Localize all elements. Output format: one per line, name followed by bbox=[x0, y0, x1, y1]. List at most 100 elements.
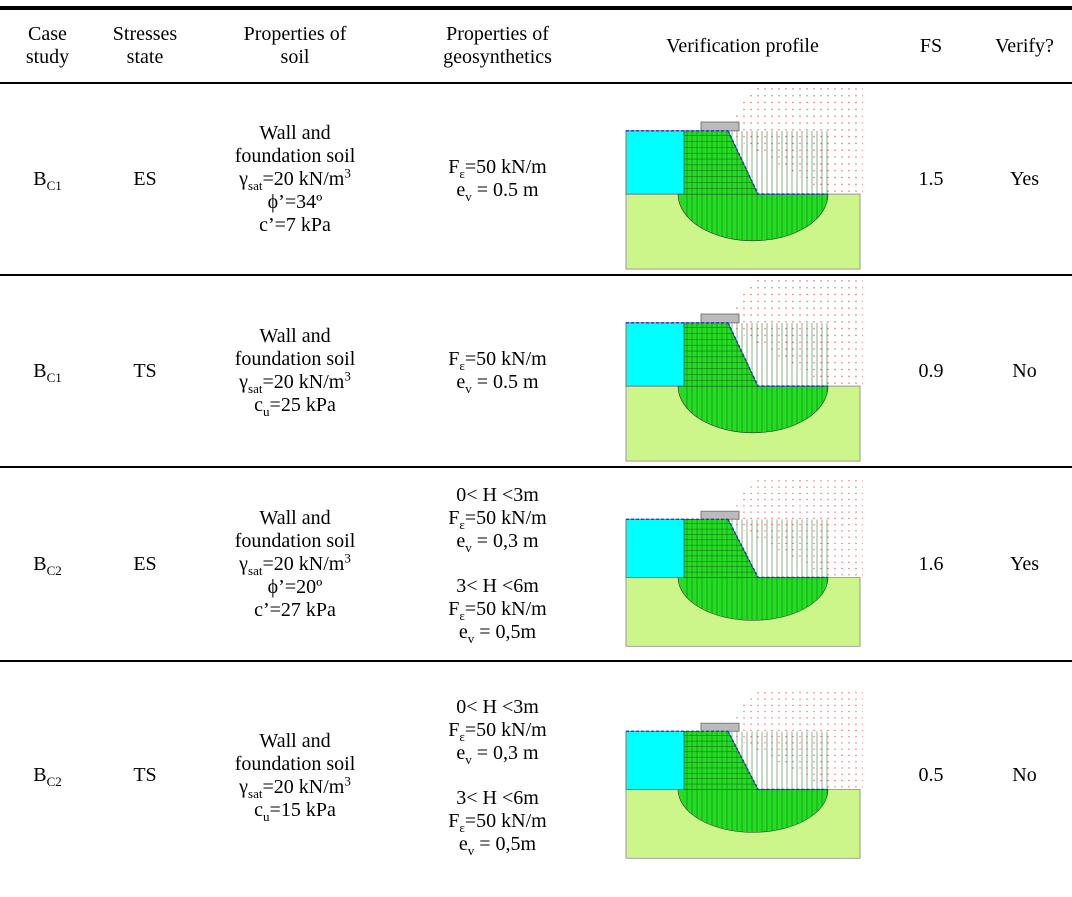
verify-cell: Yes bbox=[977, 83, 1072, 275]
fs-cell: 0.5 bbox=[885, 661, 977, 889]
geosynthetic-property: ev = 0.5 m bbox=[395, 371, 600, 394]
text: Wall and bbox=[259, 122, 330, 144]
text: e bbox=[456, 530, 465, 552]
subscript: sat bbox=[248, 178, 262, 193]
soil-property: cu=25 kPa bbox=[195, 394, 395, 417]
geosynthetic-property: ev = 0.5 m bbox=[395, 179, 600, 202]
text: e bbox=[456, 179, 465, 201]
text: = 0.5 m bbox=[472, 371, 539, 393]
soil-cell: Wall andfoundation soilγsat=20 kN/m3ϕ’=2… bbox=[195, 467, 395, 661]
geosynthetic-property: Fε=50 kN/m bbox=[395, 719, 600, 742]
soil-property: Wall and bbox=[195, 507, 395, 530]
text: = 0,3 m bbox=[472, 530, 539, 552]
header-cell: FS bbox=[885, 8, 977, 83]
stress-state: TS bbox=[133, 360, 156, 382]
verify-cell: No bbox=[977, 275, 1072, 467]
soil-property: ϕ’=20º bbox=[195, 576, 395, 599]
profile-cell bbox=[600, 83, 885, 275]
text: F bbox=[448, 598, 459, 620]
soil-cell: Wall andfoundation soilγsat=20 kN/m3cu=1… bbox=[195, 661, 395, 889]
header-text: geosynthetics bbox=[395, 46, 600, 69]
verification-profile bbox=[623, 691, 863, 861]
geosynthetic-property: 3< H <6m bbox=[395, 787, 600, 810]
header-cell: Properties ofsoil bbox=[195, 8, 395, 83]
stress-state: ES bbox=[133, 553, 156, 575]
subscript: C2 bbox=[47, 563, 62, 578]
text: =20 kN/m bbox=[262, 168, 344, 190]
geosynthetic-property: Fε=50 kN/m bbox=[395, 598, 600, 621]
subscript: C2 bbox=[47, 774, 62, 789]
superscript: 3 bbox=[344, 773, 351, 788]
text: γ bbox=[239, 168, 248, 190]
text: =20 kN/m bbox=[262, 371, 344, 393]
geosynthetic-property: ev = 0,5m bbox=[395, 621, 600, 644]
case-study: BC2 bbox=[0, 764, 95, 787]
stress-state: TS bbox=[133, 764, 156, 786]
text: c’=27 kPa bbox=[254, 599, 336, 621]
text: 0< H <3m bbox=[456, 696, 539, 718]
stress-state-cell: ES bbox=[95, 83, 195, 275]
text: e bbox=[459, 621, 468, 643]
geosynthetic-cell: Fε=50 kN/mev = 0.5 m bbox=[395, 275, 600, 467]
geosynthetic-property: Fε=50 kN/m bbox=[395, 810, 600, 833]
verify: Yes bbox=[1010, 553, 1039, 575]
text: c’=7 kPa bbox=[259, 214, 331, 236]
text: =50 kN/m bbox=[465, 598, 547, 620]
verify-cell: No bbox=[977, 661, 1072, 889]
stress-state-cell: ES bbox=[95, 467, 195, 661]
text: = 0,5m bbox=[474, 833, 536, 855]
text: γ bbox=[239, 776, 248, 798]
backfill bbox=[626, 130, 684, 193]
fs-cell: 0.9 bbox=[885, 275, 977, 467]
case-study: BC1 bbox=[0, 360, 95, 383]
backfill bbox=[626, 519, 684, 577]
geosynthetic-property: 0< H <3m bbox=[395, 696, 600, 719]
factor-of-safety: 0.9 bbox=[919, 360, 944, 382]
text: =50 kN/m bbox=[465, 156, 547, 178]
header-cell: Verification profile bbox=[600, 8, 885, 83]
header-text: soil bbox=[195, 46, 395, 69]
soil-property: c’=27 kPa bbox=[195, 599, 395, 622]
soil-property: foundation soil bbox=[195, 145, 395, 168]
header-text: Properties of bbox=[395, 23, 600, 46]
verify: Yes bbox=[1010, 168, 1039, 190]
soil-property: Wall and bbox=[195, 325, 395, 348]
soil-property: foundation soil bbox=[195, 530, 395, 553]
text: F bbox=[448, 348, 459, 370]
text: c bbox=[254, 394, 263, 416]
header-text: Stresses bbox=[95, 23, 195, 46]
verification-profile bbox=[623, 479, 863, 649]
text: e bbox=[459, 833, 468, 855]
surcharge bbox=[701, 511, 739, 519]
backfill bbox=[626, 731, 684, 789]
superscript: 3 bbox=[344, 368, 351, 383]
geosynthetic-property: Fε=50 kN/m bbox=[395, 507, 600, 530]
text: e bbox=[456, 371, 465, 393]
profile-cell bbox=[600, 467, 885, 661]
text: F bbox=[448, 810, 459, 832]
soil-property: γsat=20 kN/m3 bbox=[195, 168, 395, 191]
text: =50 kN/m bbox=[465, 810, 547, 832]
geosynthetic-cell: 0< H <3mFε=50 kN/mev = 0,3 m3< H <6mFε=5… bbox=[395, 661, 600, 889]
backfill bbox=[626, 322, 684, 385]
soil-cell: Wall andfoundation soilγsat=20 kN/m3ϕ’=3… bbox=[195, 83, 395, 275]
surcharge bbox=[701, 723, 739, 731]
text: 3< H <6m bbox=[456, 575, 539, 597]
soil-property: c’=7 kPa bbox=[195, 214, 395, 237]
header-text: Verify? bbox=[977, 35, 1072, 58]
case-study-cell: BC1 bbox=[0, 275, 95, 467]
stress-state-cell: TS bbox=[95, 275, 195, 467]
text: =50 kN/m bbox=[465, 348, 547, 370]
text: Wall and bbox=[259, 507, 330, 529]
case-study-cell: BC2 bbox=[0, 661, 95, 889]
factor-of-safety: 1.6 bbox=[919, 553, 944, 575]
superscript: 3 bbox=[344, 550, 351, 565]
